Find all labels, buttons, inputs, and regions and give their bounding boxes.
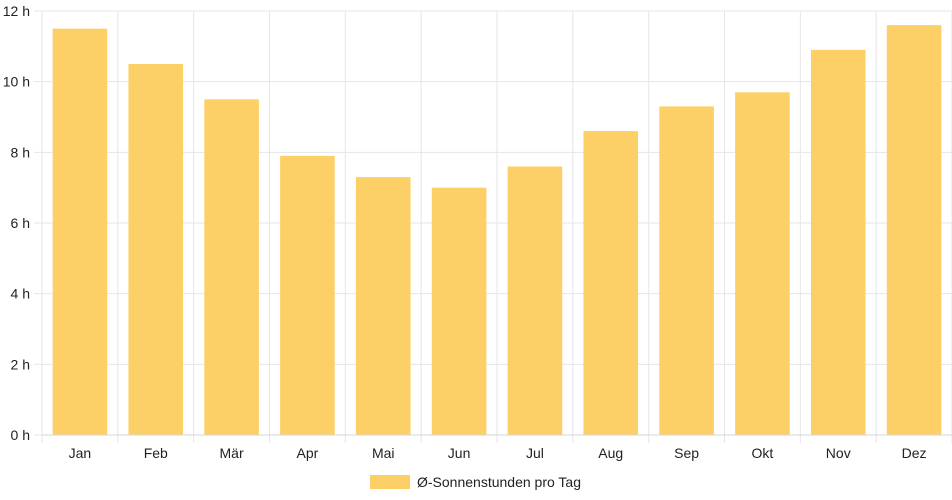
- bar-nov[interactable]: [810, 49, 866, 435]
- bar-mär[interactable]: [204, 99, 259, 435]
- y-tick-label: 4 h: [11, 286, 30, 302]
- y-axis: 0 h 2 h 4 h 6 h 8 h 10 h 12 h: [3, 3, 30, 443]
- legend[interactable]: Ø-Sonnenstunden pro Tag: [370, 474, 581, 490]
- y-tick-label: 6 h: [11, 215, 30, 231]
- bar-mai[interactable]: [355, 177, 411, 436]
- bar-series: [52, 25, 942, 436]
- bar-jun[interactable]: [431, 187, 487, 435]
- x-tick-label: Aug: [598, 445, 623, 461]
- x-tick-label: Mai: [372, 445, 395, 461]
- bar-apr[interactable]: [280, 155, 335, 435]
- bar-feb[interactable]: [128, 64, 184, 435]
- x-tick-label: Mär: [220, 445, 244, 461]
- x-tick-label: Okt: [752, 445, 774, 461]
- x-tick-label: Nov: [826, 445, 851, 461]
- bar-dez[interactable]: [886, 25, 942, 436]
- legend-label: Ø-Sonnenstunden pro Tag: [417, 474, 581, 490]
- bar-jan[interactable]: [52, 28, 108, 436]
- x-tick-label: Jul: [526, 445, 544, 461]
- bar-jul[interactable]: [507, 166, 563, 435]
- x-axis: Jan Feb Mär Apr Mai Jun Jul Aug Sep Okt Nov Dez: [42, 434, 952, 461]
- x-tick-label: Sep: [674, 445, 699, 461]
- bar-sep[interactable]: [659, 106, 714, 436]
- x-tick-label: Feb: [144, 445, 168, 461]
- y-tick-label: 8 h: [11, 144, 30, 160]
- y-tick-label: 2 h: [11, 356, 30, 372]
- legend-swatch: [370, 475, 410, 489]
- bar-okt[interactable]: [735, 92, 790, 436]
- x-tick-label: Dez: [902, 445, 927, 461]
- x-tick-label: Jun: [448, 445, 471, 461]
- bar-aug[interactable]: [583, 131, 639, 435]
- x-tick-label: Apr: [297, 445, 319, 461]
- x-tick-label: Jan: [69, 445, 92, 461]
- y-tick-label: 0 h: [11, 427, 30, 443]
- y-tick-label: 10 h: [3, 74, 30, 90]
- grid-lines: [34, 10, 952, 443]
- y-tick-label: 12 h: [3, 3, 30, 19]
